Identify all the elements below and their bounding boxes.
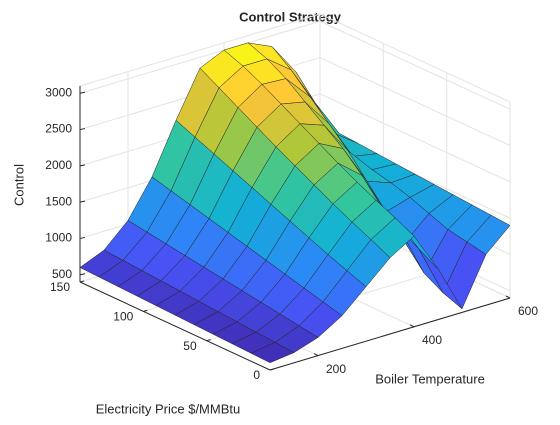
y-tick-label: 0 (253, 368, 260, 382)
x-tick (313, 353, 319, 357)
y-tick-label: 150 (50, 280, 70, 294)
z-tick-label: 2500 (45, 122, 72, 136)
z-tick-label: 3000 (45, 85, 72, 99)
y-tick (143, 309, 148, 312)
z-tick-label: 2000 (45, 158, 72, 172)
y-tick (269, 368, 275, 371)
y-tick (79, 280, 85, 283)
z-tick-label: 1500 (45, 194, 72, 208)
grid-line (79, 20, 321, 94)
x-tick-label: 200 (326, 362, 346, 376)
y-tick-label: 100 (113, 310, 133, 324)
z-tick (79, 164, 86, 167)
x-tick (409, 324, 415, 328)
z-tick (79, 200, 86, 203)
box-edge (79, 13, 321, 87)
grid-line (319, 57, 511, 147)
chart-title: Control Strategy (239, 9, 342, 24)
y-tick (206, 339, 211, 342)
z-tick (79, 273, 86, 276)
x-tick-label: 400 (422, 333, 442, 347)
z-axis-label: Control (11, 164, 26, 206)
x-axis-label: Boiler Temperature (375, 371, 485, 386)
y-axis (79, 281, 271, 371)
z-tick-label: 500 (52, 267, 72, 281)
x-tick (505, 295, 511, 299)
box-edge (319, 13, 511, 103)
z-tick (79, 91, 86, 94)
y-axis-label: Electricity Price $/MMBtu (96, 401, 240, 416)
x-axis (269, 297, 511, 371)
z-tick-label: 1000 (45, 231, 72, 245)
z-tick (79, 128, 86, 131)
y-tick-label: 50 (183, 339, 197, 353)
grid-line (319, 93, 511, 183)
z-tick (79, 236, 86, 239)
x-tick-label: 600 (518, 304, 538, 318)
grid-line (319, 20, 511, 110)
surface-patch (250, 342, 295, 364)
